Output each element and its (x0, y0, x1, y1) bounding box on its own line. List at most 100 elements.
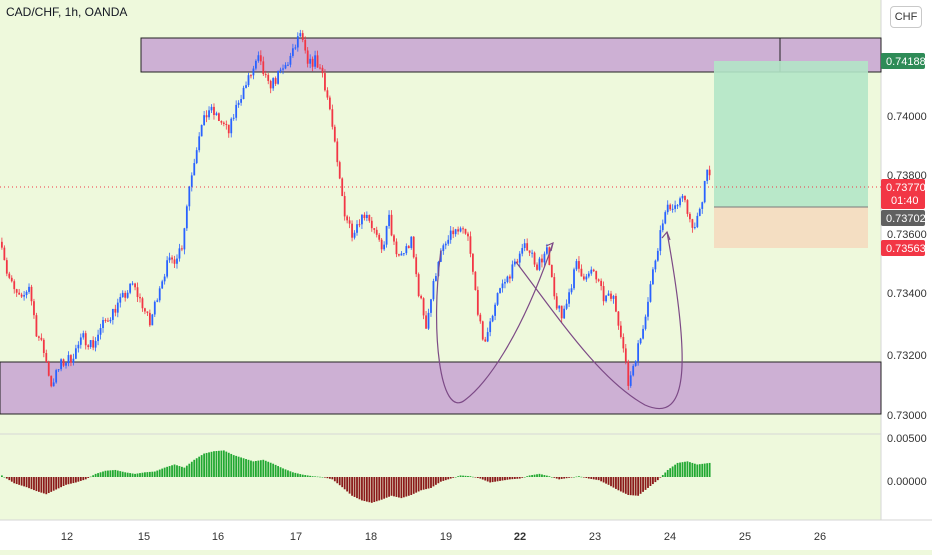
candle-bull (291, 48, 294, 56)
histogram-bar-positive (213, 451, 215, 477)
candle-bear (691, 219, 694, 228)
histogram-bar-negative (365, 477, 368, 502)
candle-bull (585, 276, 588, 280)
candle-bull (166, 260, 169, 277)
histogram-bar-negative (427, 477, 430, 489)
histogram-bar-positive (264, 460, 267, 477)
time-scale-background[interactable] (0, 520, 932, 550)
histogram-bar-negative (602, 477, 605, 483)
histogram-bar-negative (79, 477, 82, 481)
candle-bull (287, 64, 289, 66)
histogram-bar-negative (607, 477, 610, 485)
currency-button[interactable]: CHF (890, 6, 922, 28)
candle-bear (328, 97, 331, 110)
histogram-bar-positive (242, 458, 245, 477)
histogram-bar-negative (52, 477, 55, 491)
candle-bear (684, 195, 686, 201)
histogram-bar-positive (161, 468, 164, 477)
candle-bull (195, 150, 198, 164)
candle-bear (516, 261, 519, 263)
candle-bull (168, 257, 171, 261)
take-profit-area[interactable] (714, 61, 868, 207)
candle-bear (227, 124, 230, 134)
histogram-bar-negative (368, 477, 371, 503)
candle-bull (25, 291, 28, 296)
candle-bull (634, 361, 637, 366)
candle-bull (652, 269, 654, 285)
histogram-bar-negative (513, 477, 516, 479)
histogram-bar-negative (476, 477, 479, 478)
histogram-bar-positive (227, 452, 230, 477)
candle-bear (476, 290, 479, 315)
histogram-bar-positive (671, 466, 674, 477)
histogram-bar-negative (25, 477, 28, 488)
histogram-bar-positive (573, 477, 575, 478)
histogram-bar-positive (684, 461, 686, 477)
histogram-bar-negative (20, 477, 23, 486)
stop-price-text: 0.73563 (886, 243, 926, 255)
histogram-bar-positive (578, 476, 580, 477)
histogram-bar-negative (77, 477, 80, 482)
candle-bull (661, 223, 664, 231)
histogram-bar-negative (420, 477, 423, 491)
candle-bull (55, 370, 58, 383)
candle-bull (444, 243, 447, 246)
histogram-bar-negative (87, 477, 90, 478)
candle-bear (457, 229, 460, 232)
histogram-bar-negative (642, 477, 644, 492)
left-shoulder-curve[interactable] (435, 242, 554, 404)
candle-bull (126, 292, 129, 298)
candle-bull (647, 301, 649, 317)
candle-bear (363, 214, 366, 219)
candle-bear (689, 213, 691, 220)
candle-bull (247, 75, 250, 86)
target-price-tag (881, 53, 925, 69)
candle-bear (218, 113, 220, 122)
x-tick-label: 15 (138, 531, 150, 543)
candle-bull (649, 284, 652, 302)
candle-bear (37, 336, 40, 338)
candle-bull (210, 106, 213, 111)
candle-bear (592, 269, 595, 272)
histogram-bar-negative (585, 477, 588, 478)
stop-loss-area[interactable] (714, 207, 868, 248)
histogram-bar-negative (348, 477, 351, 494)
candle-bear (213, 106, 215, 116)
histogram-bar-positive (222, 450, 225, 477)
candle-bull (435, 276, 437, 281)
y-tick-label: 0.73000 (887, 410, 927, 422)
histogram-bar-negative (74, 477, 77, 483)
candle-bear (415, 257, 418, 275)
candle-bear (368, 214, 371, 221)
candle-bull (277, 70, 279, 84)
histogram-bar-negative (605, 477, 607, 484)
price-scale-background[interactable] (881, 0, 932, 520)
candle-bear (597, 279, 600, 281)
candle-bear (467, 233, 469, 237)
histogram-bar-negative (590, 477, 593, 479)
histogram-bar-positive (257, 460, 260, 477)
candle-bear (124, 292, 127, 298)
histogram-bar-positive (240, 457, 243, 477)
candle-bear (136, 287, 139, 298)
candle-bear (141, 298, 144, 309)
histogram-bar-positive (691, 462, 694, 477)
histogram-bar-negative (499, 477, 501, 481)
histogram-bar-negative (494, 477, 496, 482)
histogram-bar-positive (176, 465, 178, 477)
candle-bull (679, 198, 681, 206)
candle-bear (390, 214, 393, 236)
histogram-bar-positive (129, 473, 132, 477)
candle-bull (153, 301, 156, 315)
histogram-bar-positive (134, 473, 136, 477)
candle-bear (173, 259, 176, 264)
candle-bear (378, 234, 381, 240)
histogram-bar-negative (10, 477, 13, 482)
candle-bull (111, 308, 114, 320)
candle-bear (45, 352, 48, 363)
histogram-bar-negative (610, 477, 612, 487)
right-shoulder-curve[interactable] (515, 231, 683, 410)
histogram-bar-positive (121, 471, 124, 477)
